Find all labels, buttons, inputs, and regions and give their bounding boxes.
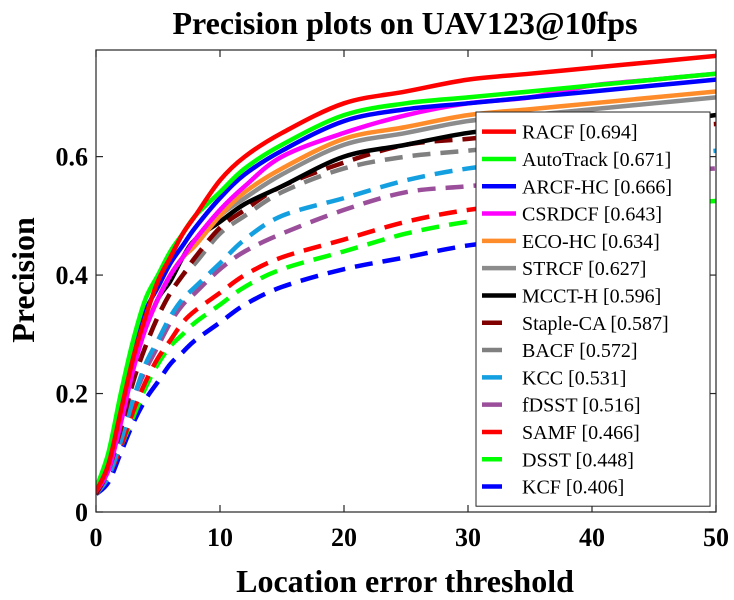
axes-frame (95, 49, 717, 513)
legend: RACF [0.694] AutoTrack [0.671] ARCF-HC [0.… (475, 111, 711, 507)
x-tick-label: 0 (90, 523, 103, 552)
legend-label: CSRDCF [0.643] (522, 204, 662, 226)
y-tick-label: 0.2 (56, 380, 89, 409)
series-line-racf (96, 53, 716, 494)
legend-label: STRCF [0.627] (522, 258, 646, 280)
y-tick-label: 0.4 (56, 261, 89, 290)
legend-label: RACF [0.694] (522, 122, 638, 144)
chart-title: Precision plots on UAV123@10fps (172, 5, 637, 41)
x-tick-label: 40 (579, 523, 605, 552)
legend-label: ARCF-HC [0.666] (522, 176, 672, 198)
legend-label: ECO-HC [0.634] (522, 231, 660, 253)
x-axis-label: Location error threshold (236, 563, 574, 599)
series-line-autotrack (96, 71, 716, 491)
y-axis-label: Precision (5, 217, 41, 343)
legend-box (475, 111, 711, 507)
legend-label: AutoTrack [0.671] (522, 149, 671, 171)
legend-label: fDSST [0.516] (522, 395, 641, 417)
x-tick-label: 50 (703, 523, 729, 552)
legend-label: MCCT-H [0.596] (522, 285, 661, 307)
legend-label: DSST [0.448] (522, 449, 634, 471)
axis-ticks: 0 10 20 30 40 50 0 0.2 0.4 0.6 (56, 50, 729, 552)
y-tick-label: 0.6 (56, 143, 89, 172)
legend-label: KCF [0.406] (522, 477, 624, 499)
y-tick-label: 0 (75, 498, 88, 527)
legend-label: KCC [0.531] (522, 367, 626, 389)
x-tick-label: 20 (331, 523, 357, 552)
legend-label: BACF [0.572] (522, 340, 638, 362)
legend-label: Staple-CA [0.587] (522, 313, 669, 335)
legend-label: SAMF [0.466] (522, 422, 640, 444)
x-tick-label: 10 (207, 523, 233, 552)
x-tick-label: 30 (455, 523, 481, 552)
